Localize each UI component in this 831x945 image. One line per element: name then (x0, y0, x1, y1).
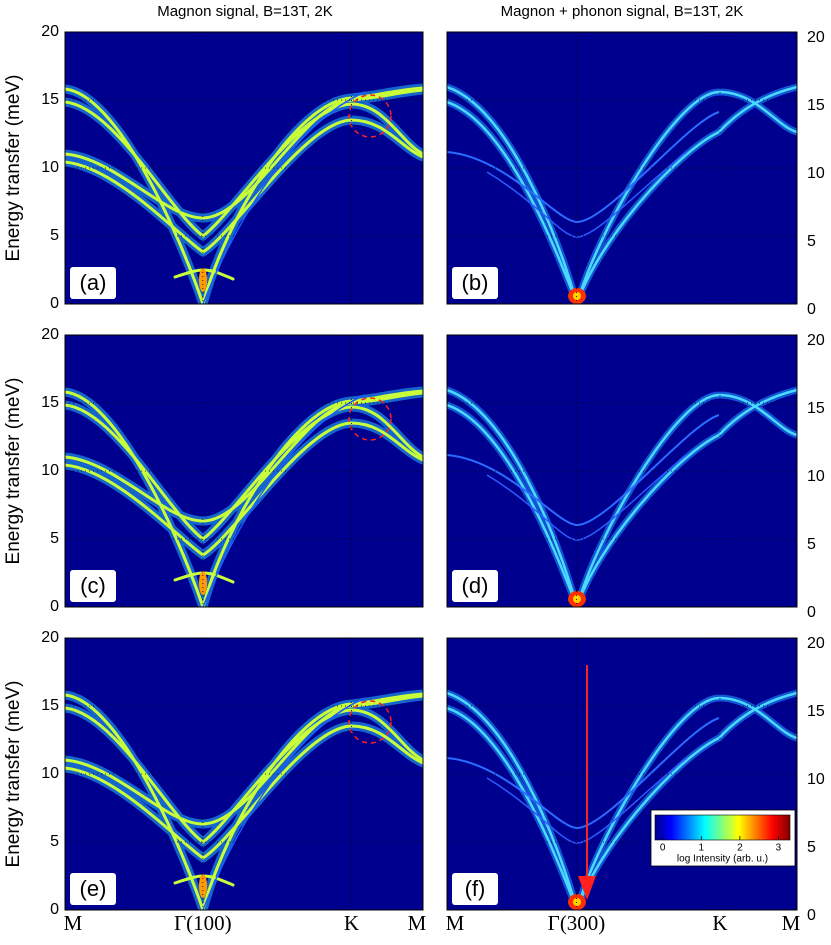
y-axis-label: Energy transfer (meV) (3, 75, 24, 262)
x-tick-label: K (344, 911, 359, 935)
panel-frame (446, 637, 798, 911)
panel-label-box (70, 267, 116, 299)
panel-label-box (452, 570, 498, 602)
colorbar-tick-label: 0 (660, 843, 666, 854)
heatmap-background (65, 638, 423, 910)
y-tick-label: 20 (807, 29, 825, 46)
panel-label: (e) (80, 876, 107, 901)
y-tick-label: 0 (807, 907, 816, 924)
panel-label-box (70, 873, 116, 905)
x-tick-label: M (408, 911, 427, 935)
x-tick-label: M (446, 911, 465, 935)
y-tick-label: 20 (807, 332, 825, 349)
colorbar (654, 814, 791, 841)
panel-label-box (452, 873, 498, 905)
panel-label: (b) (462, 270, 489, 295)
y-axis-label: Energy transfer (meV) (3, 378, 24, 565)
y-tick-label: 5 (807, 536, 816, 553)
y-tick-label: 10 (41, 765, 59, 782)
y-tick-label: 20 (41, 23, 59, 40)
x-tick-label: K (712, 911, 727, 935)
y-tick-label: 15 (41, 394, 59, 411)
heatmap-background (65, 335, 423, 607)
y-tick-label: 10 (41, 462, 59, 479)
y-tick-label: 15 (41, 697, 59, 714)
panel-frame (64, 334, 424, 608)
panel-frame (64, 31, 424, 305)
y-tick-label: 15 (807, 97, 825, 114)
colorbar-tick-label: 1 (699, 843, 705, 854)
x-tick-label: Γ(300) (548, 911, 606, 935)
y-tick-label: 0 (50, 295, 59, 312)
y-tick-label: 10 (807, 165, 825, 182)
y-tick-label: 20 (41, 629, 59, 646)
panel-frame (446, 334, 798, 608)
x-tick-label: Γ(100) (174, 911, 232, 935)
y-tick-label: 0 (50, 901, 59, 918)
panel-label: (c) (80, 573, 106, 598)
panel-label: (d) (462, 573, 489, 598)
y-tick-label: 10 (807, 468, 825, 485)
colorbar-label: log Intensity (arb. u.) (677, 854, 768, 865)
arrow-head (578, 876, 596, 900)
x-tick-label: M (782, 911, 801, 935)
x-tick-label: M (64, 911, 83, 935)
heatmap-background (447, 32, 797, 304)
panel-frame (446, 31, 798, 305)
y-tick-label: 5 (50, 227, 59, 244)
y-tick-label: 10 (807, 771, 825, 788)
panel-label-box (452, 267, 498, 299)
y-tick-label: 0 (50, 598, 59, 615)
panel-label: (a) (80, 270, 107, 295)
y-tick-label: 5 (807, 839, 816, 856)
y-tick-label: 10 (41, 159, 59, 176)
y-tick-label: 0 (807, 604, 816, 621)
heatmap-background (65, 32, 423, 304)
heatmap-background (447, 335, 797, 607)
y-tick-label: 15 (41, 91, 59, 108)
y-tick-label: 0 (807, 301, 816, 318)
y-tick-label: 15 (807, 703, 825, 720)
y-tick-label: 5 (50, 833, 59, 850)
panel-frame (64, 637, 424, 911)
y-tick-label: 20 (41, 326, 59, 343)
colorbar-tick-label: 3 (776, 843, 782, 854)
column-title: Magnon + phonon signal, B=13T, 2K (501, 3, 744, 20)
y-tick-label: 5 (807, 233, 816, 250)
colorbar-tick-label: 2 (737, 843, 743, 854)
column-title: Magnon signal, B=13T, 2K (157, 3, 333, 20)
panel-label-box (70, 570, 116, 602)
y-axis-label: Energy transfer (meV) (3, 681, 24, 868)
y-tick-label: 5 (50, 530, 59, 547)
y-tick-label: 20 (807, 635, 825, 652)
y-tick-label: 15 (807, 400, 825, 417)
panel-label: (f) (465, 876, 486, 901)
